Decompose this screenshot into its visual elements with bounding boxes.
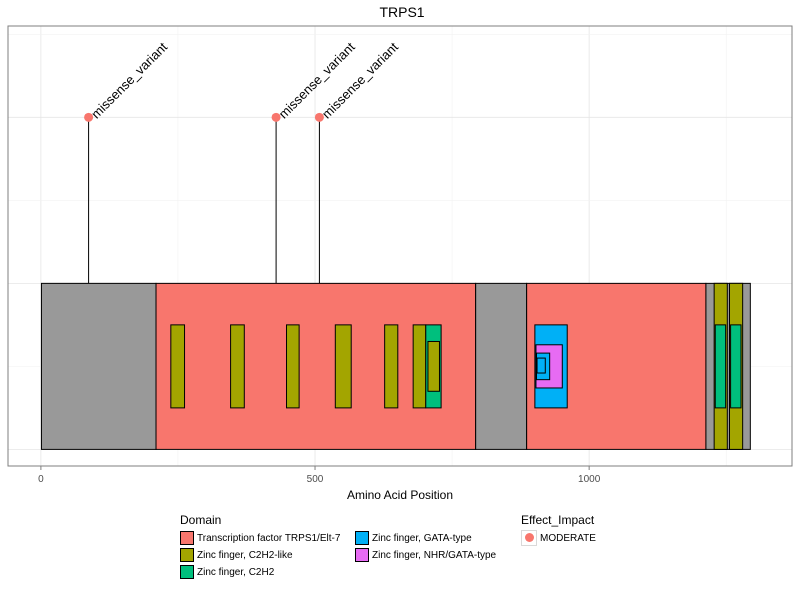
x-tick-label: 0 xyxy=(38,474,44,485)
domain-bar xyxy=(427,340,440,392)
domain-bar xyxy=(230,324,245,409)
legend-label: Zinc finger, C2H2-like xyxy=(197,550,293,561)
x-axis: 0 500 1000 xyxy=(38,466,601,485)
x-tick-label: 500 xyxy=(307,474,324,485)
x-axis-label: Amino Acid Position xyxy=(347,488,453,502)
plot-area: missense_variant missense_variantmissense… xyxy=(40,39,751,450)
x-tick-label: 1000 xyxy=(578,474,601,485)
domain-bar xyxy=(384,324,399,409)
legend-label: Zinc finger, C2H2 xyxy=(197,567,275,578)
chart-title: TRPS1 xyxy=(379,4,424,20)
domain-bar xyxy=(730,324,742,409)
domain-bar xyxy=(536,357,546,374)
legend-label: Zinc finger, GATA-type xyxy=(372,533,472,544)
effect-legend: Effect_Impact MODERATE xyxy=(521,513,641,553)
variant-point xyxy=(314,112,324,122)
protein-backbone-segment xyxy=(475,282,528,450)
domain-bar xyxy=(412,324,427,409)
effect-legend-title: Effect_Impact xyxy=(521,513,595,527)
domain-bar xyxy=(286,324,300,409)
legend-item-nhr-gata: Zinc finger, NHR/GATA-type xyxy=(355,547,496,564)
legend-item-c2h2-like: Zinc finger, C2H2-like xyxy=(180,547,293,564)
legend-item-gata: Zinc finger, GATA-type xyxy=(355,530,472,547)
protein-backbone-segment xyxy=(705,282,751,450)
legend-label: MODERATE xyxy=(540,533,596,544)
domain-bar xyxy=(714,324,727,409)
protein-backbone-segment xyxy=(40,282,157,450)
domain-legend: Domain Transcription factor TRPS1/Elt-7 … xyxy=(180,513,520,593)
legend-key-c2h2-like xyxy=(180,548,194,563)
domain-legend-title: Domain xyxy=(180,513,222,527)
legend-item-trps1: Transcription factor TRPS1/Elt-7 xyxy=(180,530,340,547)
legend-key-trps1 xyxy=(180,531,194,546)
domain-bar xyxy=(170,324,186,409)
legend-label: Zinc finger, NHR/GATA-type xyxy=(372,550,497,561)
domain-bar xyxy=(334,324,352,409)
legend-key-moderate xyxy=(521,530,537,547)
legend-label: Transcription factor TRPS1/Elt-7 xyxy=(197,533,341,544)
legend-key-nhr-gata xyxy=(355,548,369,563)
moderate-dot-icon xyxy=(524,533,534,543)
legend-key-c2h2 xyxy=(180,565,194,580)
variant-point xyxy=(84,112,94,122)
legend-item-moderate: MODERATE xyxy=(521,530,596,547)
panel-border xyxy=(7,25,793,467)
legend-item-c2h2: Zinc finger, C2H2 xyxy=(180,564,274,581)
variant-point xyxy=(271,112,281,122)
legend-key-gata xyxy=(355,531,369,546)
